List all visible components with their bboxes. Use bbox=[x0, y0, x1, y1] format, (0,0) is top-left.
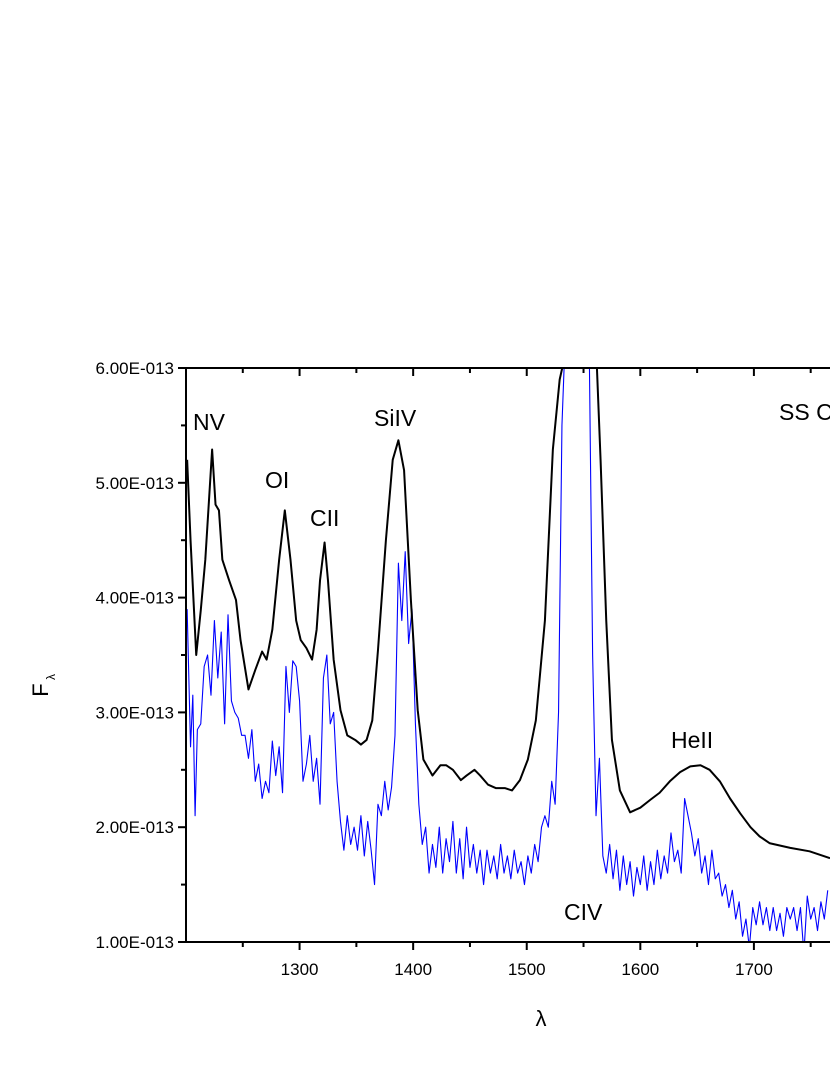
annotation: CII bbox=[310, 505, 339, 531]
x-tick-label: 1700 bbox=[735, 960, 773, 979]
y-tick-label: 2.00E-013 bbox=[96, 818, 174, 837]
spectrum-line bbox=[186, 368, 829, 942]
annotation: OI bbox=[265, 467, 289, 493]
y-axis-label-subscript: λ bbox=[44, 674, 58, 680]
y-axis-title: F λ bbox=[28, 674, 58, 697]
y-axis-label: F bbox=[28, 683, 53, 696]
annotation: SiIV bbox=[374, 405, 417, 431]
x-tick-label: 1400 bbox=[394, 960, 432, 979]
x-tick-label: 1600 bbox=[621, 960, 659, 979]
y-tick-label: 6.00E-013 bbox=[96, 359, 174, 378]
x-tick-label: 1500 bbox=[508, 960, 546, 979]
annotation: NV bbox=[193, 409, 226, 435]
spectrum-line bbox=[186, 368, 830, 860]
annotation: HeII bbox=[671, 727, 713, 753]
y-tick-label: 3.00E-013 bbox=[96, 703, 174, 722]
y-tick-label: 4.00E-013 bbox=[96, 589, 174, 608]
y-tick-label: 5.00E-013 bbox=[96, 474, 174, 493]
y-tick-label: 1.00E-013 bbox=[96, 933, 174, 952]
x-tick-label: 1300 bbox=[281, 960, 319, 979]
annotation: CIV bbox=[564, 899, 603, 925]
x-axis-label: λ bbox=[536, 1006, 547, 1031]
plot-area bbox=[186, 368, 830, 942]
annotation: SS C bbox=[779, 399, 830, 425]
